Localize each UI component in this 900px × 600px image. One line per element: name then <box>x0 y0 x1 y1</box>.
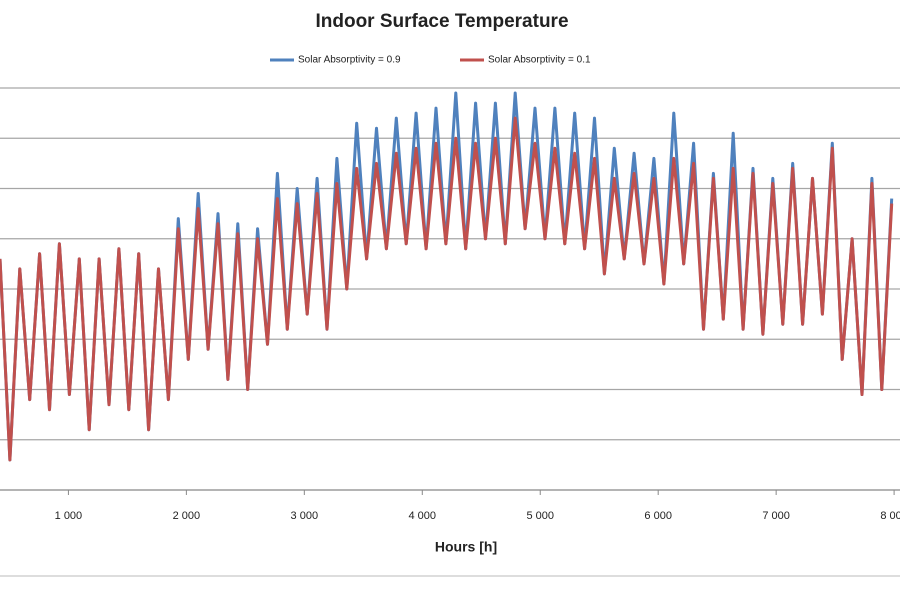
legend-label: Solar Absorptivity = 0.9 <box>298 55 401 66</box>
x-axis-title: Hours [h] <box>435 539 497 555</box>
chart-title: Indoor Surface Temperature <box>315 11 568 32</box>
x-tick-label: 5 000 <box>526 510 554 522</box>
x-tick-label: 2 000 <box>173 510 201 522</box>
x-tick-label: 8 000 <box>880 510 900 522</box>
x-tick-label: 6 000 <box>644 510 672 522</box>
x-tick-label: 1 000 <box>55 510 83 522</box>
x-tick-label: 7 000 <box>762 510 790 522</box>
series-line <box>0 116 894 462</box>
legend-label: Solar Absorptivity = 0.1 <box>488 55 591 66</box>
x-tick-label: 4 000 <box>409 510 437 522</box>
x-tick-label: 3 000 <box>291 510 319 522</box>
